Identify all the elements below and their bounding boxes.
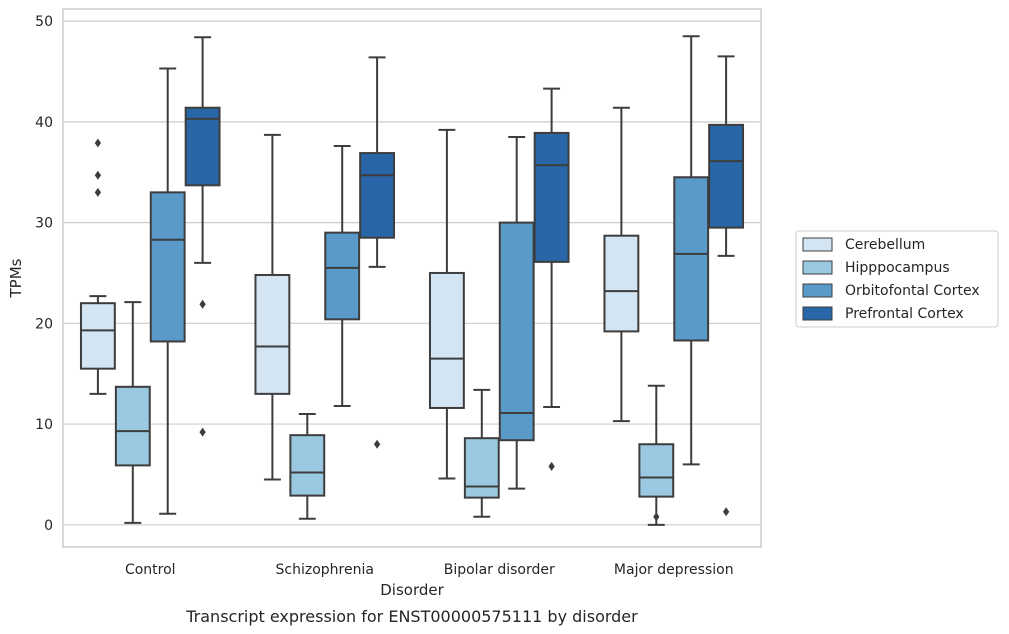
box-3-0 — [603, 106, 640, 423]
box-3-1 — [638, 384, 675, 526]
outlier-0 — [548, 461, 555, 471]
legend-swatch-3 — [802, 306, 833, 321]
outlier-0 — [94, 187, 102, 197]
plot-frame — [62, 8, 762, 548]
x-tick-label-1: Schizophrenia — [276, 562, 374, 578]
y-tick-label-1: 10 — [35, 417, 53, 433]
boxes — [79, 35, 745, 526]
legend: Cerebellum Hipppocampus Orbitofontal Corte… — [795, 230, 999, 328]
outlier-1 — [94, 170, 102, 180]
legend-swatch-2 — [802, 283, 833, 298]
y-tick-label-2: 20 — [35, 316, 53, 332]
y-tick-label-4: 40 — [35, 115, 53, 131]
outlier-1 — [199, 299, 206, 309]
outlier-0 — [199, 427, 206, 437]
box-0-2 — [149, 67, 186, 515]
x-tick-label-0: Control — [125, 562, 176, 578]
outlier-0 — [722, 507, 730, 517]
box-1-0 — [254, 133, 291, 481]
chart-caption: Transcript expression for ENST0000057511… — [185, 607, 638, 626]
box-body — [359, 152, 396, 239]
box-0-3 — [184, 36, 221, 437]
x-tick-label-2: Bipolar disorder — [444, 562, 555, 578]
legend-swatch-1 — [802, 260, 833, 275]
box-body — [463, 437, 500, 499]
box-body — [149, 191, 186, 343]
x-tick-label-3: Major depression — [614, 562, 734, 578]
x-axis-label: Disorder — [380, 581, 444, 599]
box-1-1 — [289, 413, 326, 520]
box-body — [289, 434, 326, 497]
x-tick-labels: Control Schizophrenia Bipolar disorder Majo… — [125, 562, 734, 578]
box-body — [254, 273, 291, 395]
y-tick-labels: 0 10 20 30 40 50 — [35, 14, 53, 534]
box-body — [673, 176, 710, 342]
legend-label-3: Prefrontal Cortex — [845, 306, 964, 322]
box-body — [184, 106, 221, 187]
box-body — [533, 131, 570, 263]
box-1-3 — [359, 56, 396, 449]
box-2-2 — [498, 135, 535, 490]
box-body — [603, 234, 640, 333]
box-3-3 — [708, 55, 745, 517]
box-0-1 — [114, 301, 151, 524]
y-tick-label-0: 0 — [44, 518, 53, 534]
box-1-2 — [324, 145, 361, 407]
outlier-2 — [94, 138, 102, 148]
legend-frame — [795, 230, 999, 328]
box-2-3 — [533, 87, 570, 471]
box-2-1 — [463, 388, 500, 518]
box-body — [498, 221, 535, 442]
box-body — [708, 123, 745, 229]
y-tick-label-5: 50 — [35, 14, 53, 30]
outlier-0 — [653, 512, 660, 522]
box-body — [428, 271, 465, 409]
y-axis-label: TPMs — [7, 258, 25, 298]
legend-label-1: Hipppocampus — [845, 260, 950, 276]
box-body — [324, 231, 361, 321]
y-tick-label-3: 30 — [35, 216, 53, 232]
legend-label-0: Cerebellum — [845, 237, 925, 253]
legend-swatch-0 — [802, 237, 833, 252]
outlier-0 — [373, 439, 381, 449]
box-3-2 — [673, 35, 710, 466]
box-body — [79, 302, 116, 370]
legend-label-2: Orbitofontal Cortex — [845, 283, 980, 299]
box-2-0 — [428, 128, 465, 480]
box-0-0 — [79, 138, 116, 395]
box-body — [114, 385, 151, 467]
box-body — [638, 443, 675, 498]
